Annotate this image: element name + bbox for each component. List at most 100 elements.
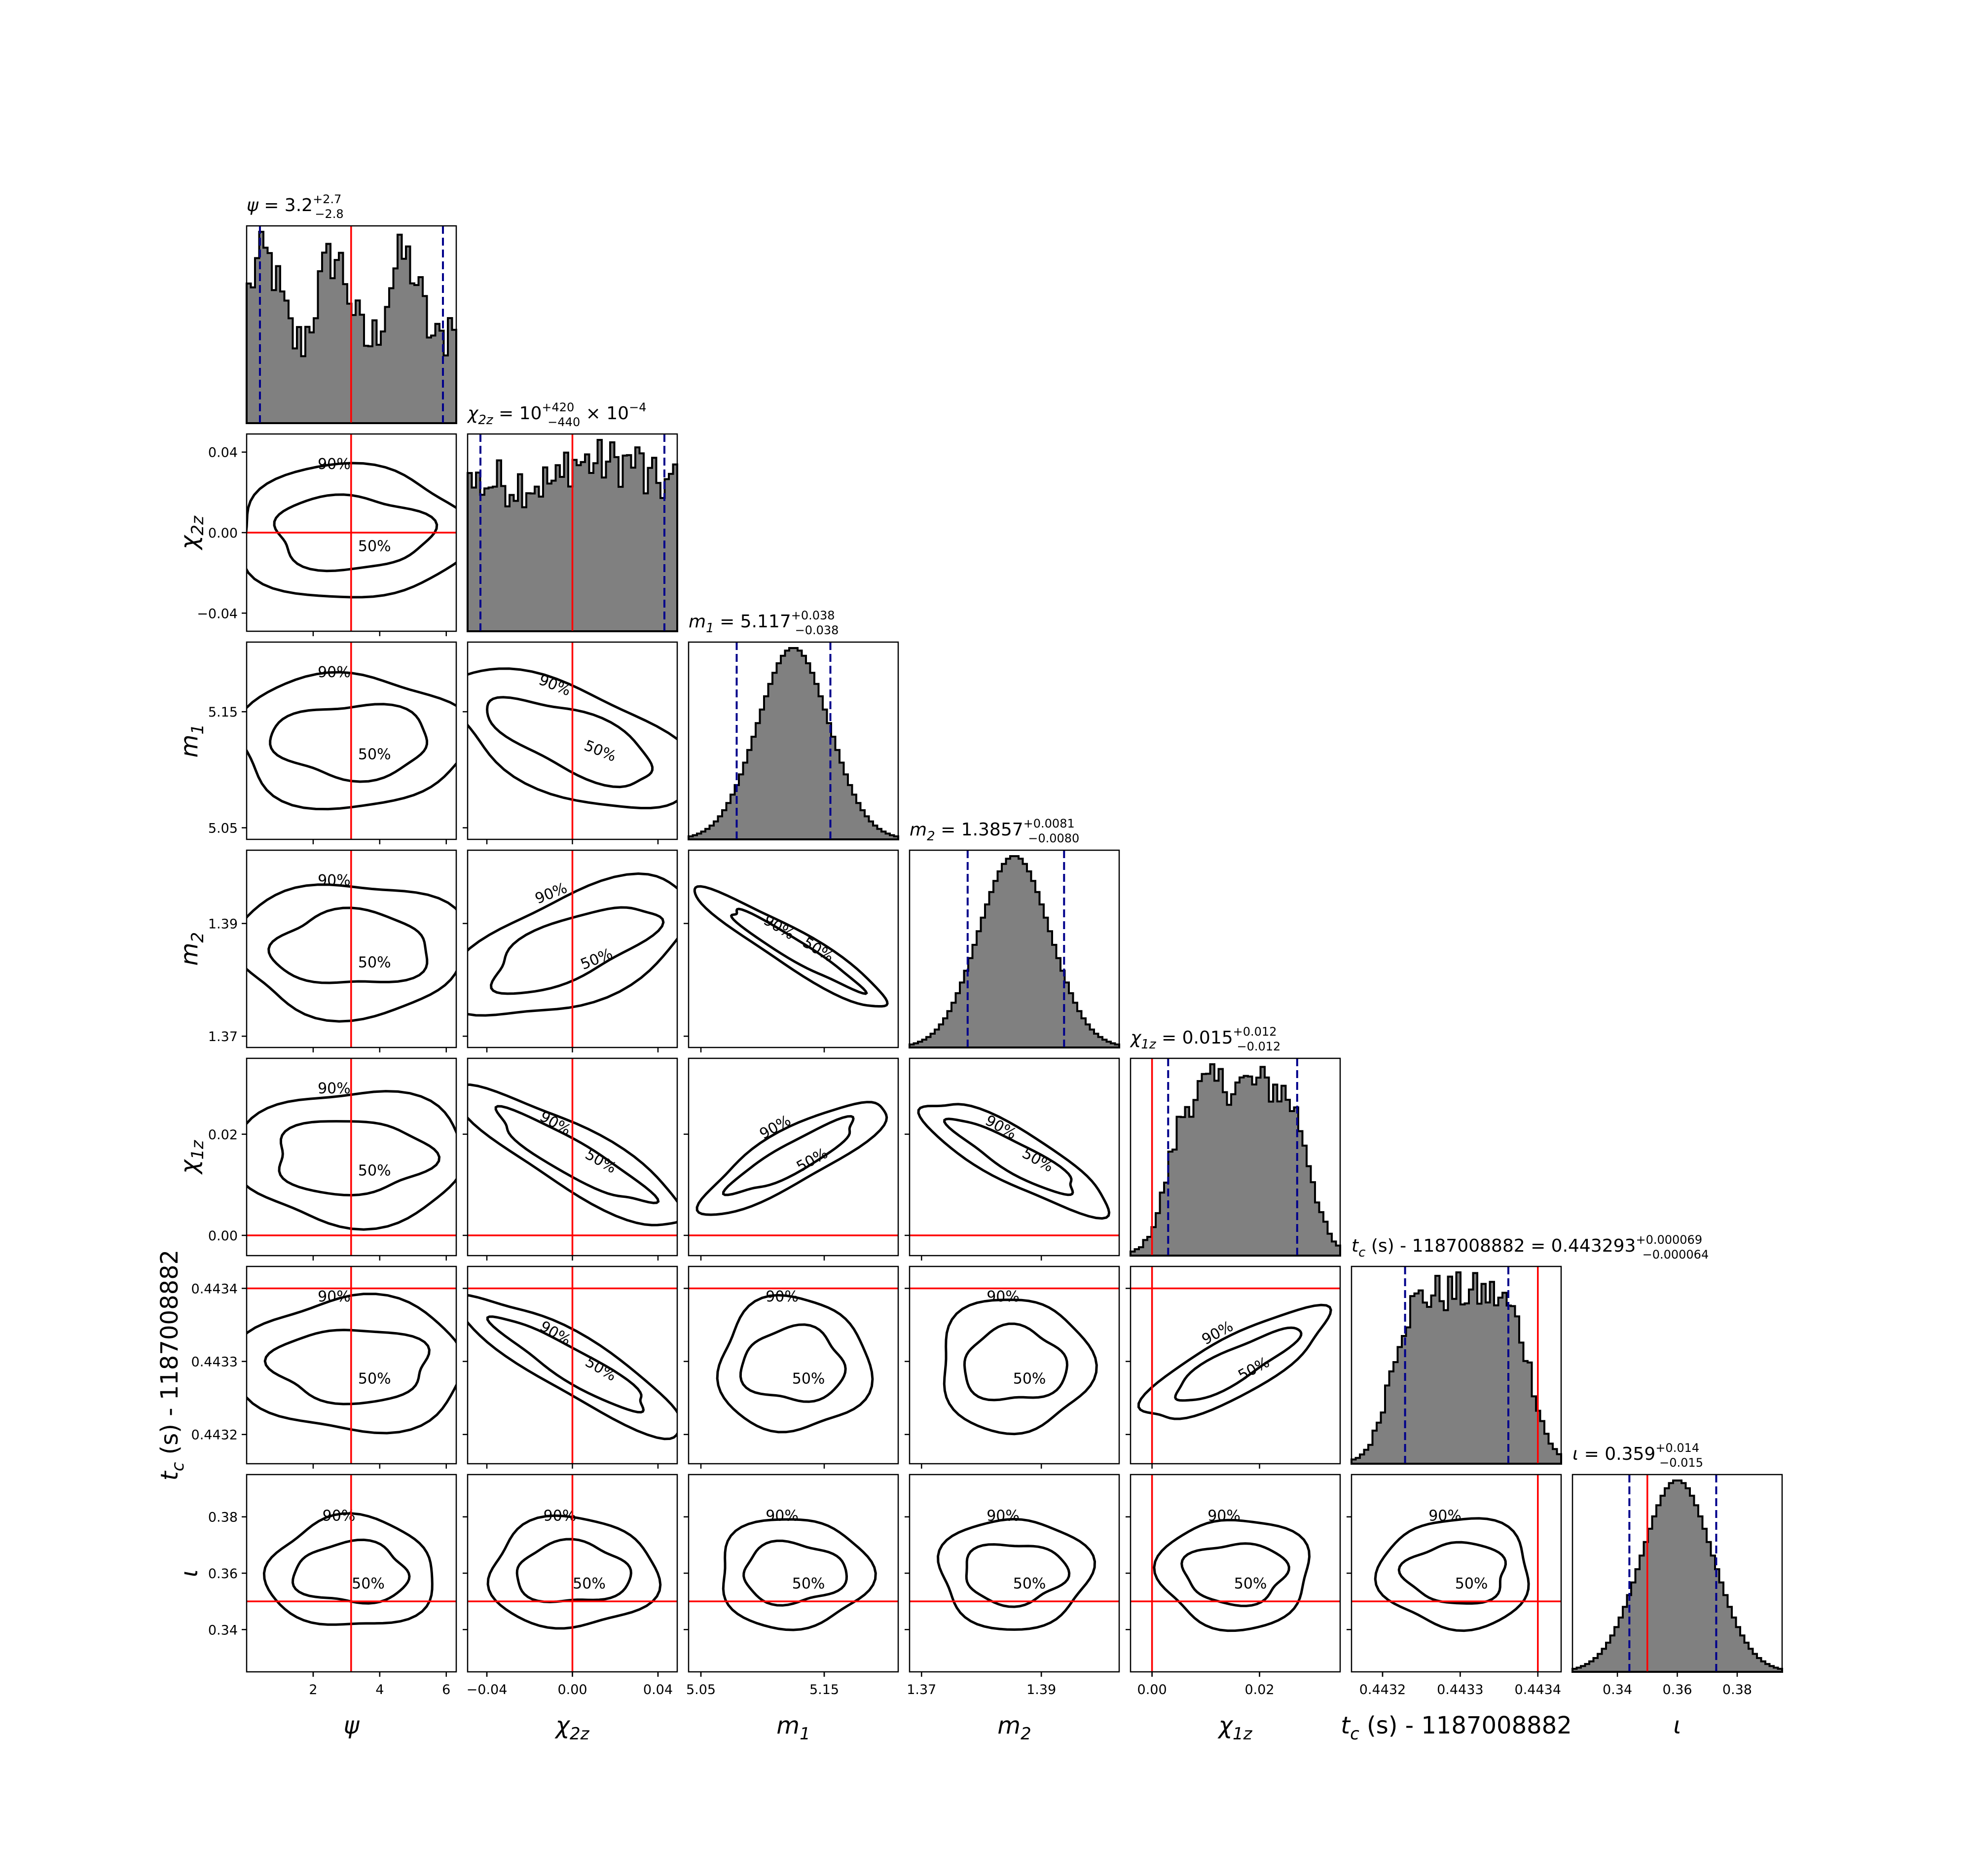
contour-50 bbox=[278, 1120, 441, 1197]
contour-panel-chi1z-vs-m2: 90%50% bbox=[909, 1057, 1120, 1257]
contour-50 bbox=[269, 703, 429, 783]
inner-ticks bbox=[905, 1516, 1042, 1677]
contour-label-90: 90% bbox=[544, 1508, 577, 1525]
contour-label-50: 50% bbox=[358, 1370, 391, 1387]
contour-label-50: 50% bbox=[792, 1575, 825, 1592]
histogram-panel-iota: ι = 0.359+0.014 −0.015 bbox=[1571, 1441, 1783, 1673]
axes-frame bbox=[688, 1265, 899, 1465]
x-tick-label: 0.38 bbox=[1722, 1682, 1752, 1697]
contour-panel-chi1z-vs-psi: 90% 50% bbox=[246, 1057, 457, 1257]
hist-title-psi: ψ = 3.2+2.7 −2.8 bbox=[247, 192, 344, 221]
inner-ticks bbox=[312, 631, 447, 636]
y-tick-label: 5.05 bbox=[208, 821, 238, 836]
x-tick-label: 1.37 bbox=[907, 1682, 936, 1697]
y-tick-label: 1.37 bbox=[208, 1029, 238, 1045]
x-tick-label: 0.34 bbox=[1603, 1682, 1632, 1697]
inner-ticks bbox=[312, 1047, 447, 1052]
contour-group: 90%50% bbox=[917, 1103, 1111, 1220]
x-axis-iota: 0.34 0.36 0.38 ι bbox=[1603, 1672, 1752, 1739]
contour-label-50: 50% bbox=[1455, 1575, 1488, 1592]
inner-ticks bbox=[905, 1288, 1042, 1469]
histogram-panel-chi1z: χ1z = 0.015+0.012 −0.012 bbox=[1130, 1025, 1341, 1257]
contour-90 bbox=[695, 1101, 888, 1216]
x-tick-label: 2 bbox=[309, 1682, 317, 1697]
contour-label-50: 50% bbox=[792, 1370, 825, 1387]
contour-50 bbox=[486, 696, 654, 789]
axes-frame bbox=[688, 849, 899, 1048]
axes-frame bbox=[688, 641, 899, 840]
inner-ticks bbox=[1126, 1516, 1260, 1677]
y-axis-label-tc: tc (s) - 1187008882 bbox=[156, 1250, 188, 1480]
x-axis-m1: 5.05 5.15 m1 bbox=[686, 1672, 839, 1744]
histogram-bars bbox=[688, 647, 899, 840]
inner-ticks bbox=[905, 1133, 1042, 1261]
inner-ticks bbox=[463, 1133, 659, 1261]
histogram-bars bbox=[1351, 1271, 1562, 1465]
contour-group: 90%50% bbox=[247, 456, 456, 599]
contour-label-50: 50% bbox=[1235, 1354, 1272, 1384]
contour-group: 90%50% bbox=[247, 872, 456, 1023]
inner-ticks bbox=[312, 1256, 447, 1261]
y-axis-label-chi2z: χ2z bbox=[176, 515, 208, 551]
contour-group: 90% 50% bbox=[716, 1288, 874, 1434]
contour-group: 90%50% bbox=[693, 885, 889, 1008]
contour-group: 90%50% bbox=[468, 872, 677, 1017]
contour-group: 90%50% bbox=[468, 1294, 677, 1441]
contour-panel-iota-vs-m2: 90% 50% bbox=[909, 1474, 1120, 1673]
contour-label-90: 90% bbox=[766, 1288, 799, 1305]
contour-group: 90%50% bbox=[1153, 1508, 1311, 1632]
axes-frame bbox=[1130, 1474, 1341, 1673]
inner-ticks bbox=[1347, 1516, 1539, 1677]
contour-panel-m1-vs-psi: 90% 50% bbox=[246, 641, 457, 840]
y-tick-label: 0.4433 bbox=[191, 1355, 238, 1370]
axes-frame bbox=[688, 1057, 899, 1257]
inner-ticks bbox=[684, 1516, 825, 1677]
contour-panel-chi1z-vs-chi2z: 90% 50% bbox=[467, 1057, 678, 1257]
contour-panel-iota-vs-m1: 90% 50% bbox=[688, 1474, 899, 1673]
histogram-bars bbox=[1130, 1063, 1341, 1257]
axes-frame bbox=[1130, 1265, 1341, 1465]
hist-title-m1: m1 = 5.117+0.038 −0.038 bbox=[689, 609, 839, 637]
contour-panel-m1-vs-chi2z: 90% 50% bbox=[467, 641, 678, 840]
inner-ticks bbox=[463, 1288, 659, 1469]
inner-ticks bbox=[463, 923, 659, 1052]
contour-panel-tc-vs-m1: 90% 50% bbox=[688, 1265, 899, 1465]
inner-ticks bbox=[684, 1133, 825, 1261]
y-tick-label: 5.15 bbox=[208, 705, 238, 720]
contour-50 bbox=[722, 1115, 855, 1196]
contour-label-90: 90% bbox=[536, 671, 573, 699]
x-tick-label: 5.05 bbox=[686, 1682, 716, 1697]
contour-label-50: 50% bbox=[1013, 1575, 1046, 1592]
contour-panel-m2-vs-chi2z: 90%50% bbox=[467, 849, 678, 1048]
contour-90 bbox=[468, 667, 677, 809]
contour-90 bbox=[917, 1103, 1111, 1220]
x-tick-label: 0.00 bbox=[1137, 1682, 1167, 1697]
axes-frame bbox=[246, 1265, 457, 1465]
contour-50 bbox=[965, 1543, 1071, 1608]
axes-frame bbox=[246, 849, 457, 1048]
contour-90 bbox=[486, 1514, 662, 1630]
histogram-bars bbox=[1571, 1479, 1783, 1673]
x-axis-label-chi2z: χ2z bbox=[554, 1712, 590, 1744]
contour-group: 90%50% bbox=[468, 1083, 677, 1227]
contour-panel-m2-vs-psi: 90% 50% bbox=[246, 849, 457, 1048]
x-axis-psi: 2 4 6 ψ bbox=[309, 1672, 450, 1739]
y-tick-label: 0.00 bbox=[208, 1228, 238, 1244]
contour-90 bbox=[468, 1294, 677, 1441]
contour-90 bbox=[937, 1517, 1096, 1631]
axes-frame bbox=[246, 1057, 457, 1257]
contour-50 bbox=[739, 1323, 847, 1403]
contour-panel-iota-vs-tc: 90% 50% bbox=[1351, 1474, 1562, 1673]
axes-frame bbox=[909, 1265, 1120, 1465]
contour-panel-tc-vs-psi: 90% 50% bbox=[246, 1265, 457, 1465]
contour-panel-iota-vs-chi1z: 90% 50% bbox=[1130, 1474, 1341, 1673]
inner-ticks bbox=[463, 711, 659, 844]
contour-label-50: 50% bbox=[358, 746, 391, 763]
contour-group: 90%50% bbox=[262, 1508, 434, 1626]
histogram-panel-tc: tc (s) - 1187008882 = 0.443293+0.000069−… bbox=[1351, 1233, 1709, 1465]
axes-frame bbox=[246, 641, 457, 840]
